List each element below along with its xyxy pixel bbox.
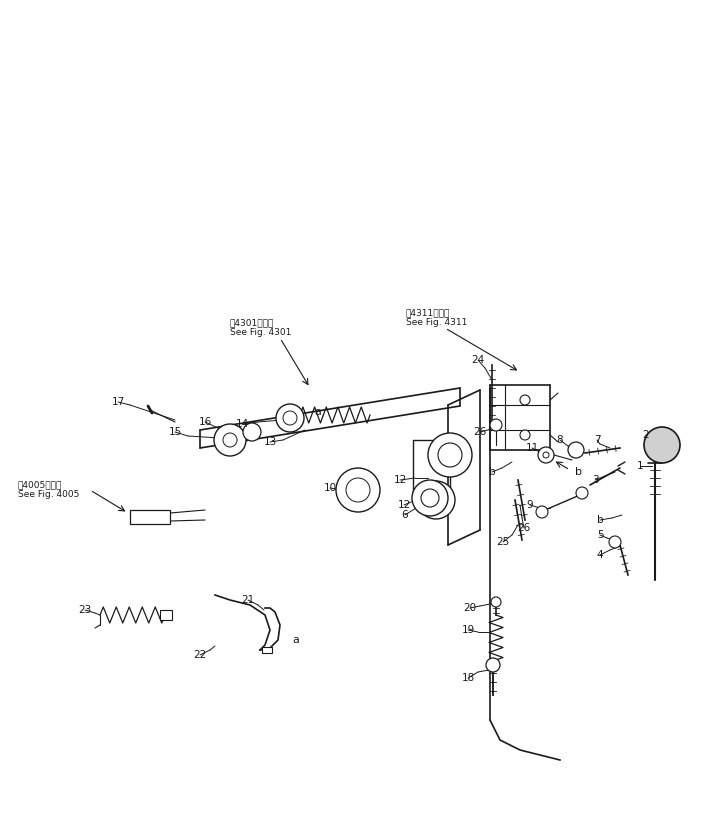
Circle shape	[438, 443, 462, 467]
Text: 26: 26	[474, 427, 486, 437]
Circle shape	[644, 427, 680, 463]
Circle shape	[427, 491, 445, 509]
Text: 23: 23	[78, 605, 92, 615]
Text: 20: 20	[463, 603, 477, 613]
Circle shape	[543, 452, 549, 458]
Text: 14: 14	[235, 419, 249, 429]
Text: 第4005図参照
See Fig. 4005: 第4005図参照 See Fig. 4005	[18, 480, 79, 500]
Circle shape	[223, 433, 237, 447]
Circle shape	[609, 536, 621, 548]
Circle shape	[421, 489, 439, 507]
Text: 5: 5	[597, 530, 604, 540]
Text: 25: 25	[496, 537, 510, 547]
Circle shape	[336, 468, 380, 512]
Circle shape	[214, 424, 246, 456]
Text: 6: 6	[402, 510, 408, 520]
Text: 24: 24	[472, 355, 484, 365]
Text: 16: 16	[198, 417, 212, 427]
Text: 12: 12	[393, 475, 407, 485]
Circle shape	[346, 478, 370, 502]
Text: 1: 1	[637, 461, 643, 471]
Circle shape	[520, 395, 530, 405]
Circle shape	[491, 597, 501, 607]
Text: 4: 4	[597, 550, 604, 560]
Circle shape	[486, 658, 500, 672]
Circle shape	[417, 481, 455, 519]
Text: 8: 8	[557, 435, 563, 445]
Text: 12: 12	[397, 500, 411, 510]
Text: b: b	[489, 467, 496, 477]
Text: 10: 10	[323, 483, 337, 493]
Bar	[262, 647, 272, 653]
Text: 9: 9	[527, 500, 533, 510]
Text: 第4301図参照
See Fig. 4301: 第4301図参照 See Fig. 4301	[230, 318, 292, 337]
Circle shape	[538, 447, 554, 463]
Circle shape	[576, 487, 588, 499]
Circle shape	[490, 419, 502, 431]
Text: 17: 17	[112, 397, 125, 407]
Text: a: a	[315, 407, 321, 417]
Circle shape	[568, 442, 584, 458]
Text: 7: 7	[594, 435, 600, 445]
Circle shape	[536, 506, 548, 518]
Text: a: a	[292, 635, 299, 645]
Text: 21: 21	[241, 595, 255, 605]
Circle shape	[520, 430, 530, 440]
Text: 15: 15	[168, 427, 181, 437]
Text: 22: 22	[193, 650, 207, 660]
Circle shape	[428, 433, 472, 477]
Circle shape	[283, 411, 297, 425]
Text: 18: 18	[462, 673, 474, 683]
Circle shape	[243, 423, 261, 441]
Text: 第4311図参照
See Fig. 4311: 第4311図参照 See Fig. 4311	[406, 308, 467, 327]
Circle shape	[276, 404, 304, 432]
Circle shape	[412, 480, 448, 516]
Bar	[160, 610, 172, 620]
Text: b: b	[575, 467, 582, 477]
Text: 3: 3	[592, 475, 598, 485]
Text: 11: 11	[525, 443, 539, 453]
Text: b: b	[597, 515, 604, 525]
Text: 26: 26	[517, 523, 531, 533]
Text: 2: 2	[642, 430, 650, 440]
Bar	[130, 510, 170, 524]
Text: 13: 13	[263, 437, 277, 447]
Text: 19: 19	[462, 625, 474, 635]
